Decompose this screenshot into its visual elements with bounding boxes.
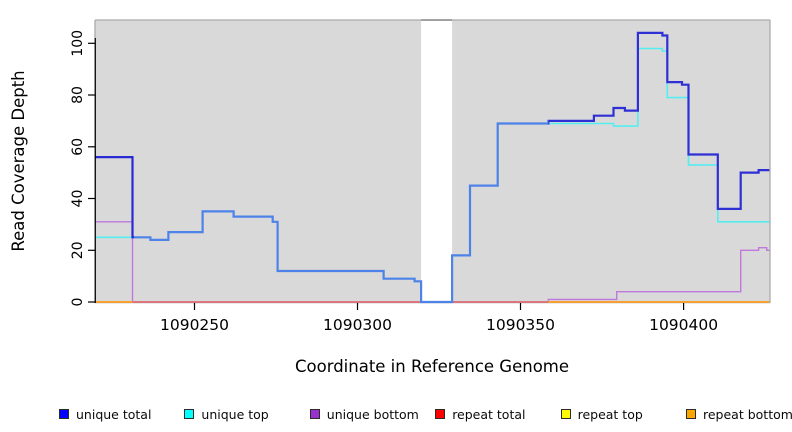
y-axis-tick-label: 0: [70, 298, 86, 307]
series-unique-total-line: [548, 31, 770, 210]
legend-swatch-icon: [560, 409, 571, 419]
x-axis-tick-label: 1090400: [649, 316, 718, 334]
legend-item-label: unique total: [76, 406, 152, 422]
legend-item-repeat-top: repeat top: [560, 406, 643, 422]
legend-item-label: repeat total: [452, 406, 526, 422]
x-axis-tick-label: 1090300: [323, 316, 392, 334]
legend-swatch-icon: [686, 409, 696, 419]
y-axis-title: Read Coverage Depth: [9, 70, 28, 251]
coverage-chart: 0 20 40 60 80 100 1090250 1090300 1090350 1090400…: [9, 19, 771, 376]
legend-swatch-icon: [59, 409, 69, 419]
legend-swatch-icon: [184, 409, 195, 419]
x-axis-tick-label: 1090350: [486, 316, 555, 334]
plot-area: 0 20 40 60 80 100 1090250 1090300 1090350 1090400: [70, 19, 771, 334]
y-axis-tick-label: 100: [70, 30, 86, 57]
legend-swatch-icon: [435, 409, 446, 419]
x-axis-tick-label: 1090250: [160, 316, 229, 334]
legend-item-label: repeat bottom: [703, 406, 792, 422]
masked-gap-region: [421, 20, 453, 304]
legend-item-label: unique top: [201, 406, 269, 422]
legend-item-unique-total: unique total: [59, 406, 152, 422]
legend-item-unique-top: unique top: [184, 406, 269, 422]
legend-item-repeat-total: repeat total: [435, 406, 526, 422]
legend-item-repeat-bottom: repeat bottom: [686, 406, 792, 422]
y-axis-tick-label: 20: [70, 241, 86, 259]
legend-item-label: repeat top: [577, 406, 643, 422]
legend-swatch-icon: [309, 409, 320, 419]
y-axis-tick-label: 40: [70, 190, 86, 208]
y-axis-tick-label: 60: [70, 138, 86, 156]
x-axis-title: Coordinate in Reference Genome: [295, 357, 569, 376]
legend-item-unique-bottom: unique bottom: [309, 406, 419, 422]
series-unique-total-line: [134, 119, 549, 304]
legend-item-label: unique bottom: [326, 406, 419, 422]
y-axis-tick-label: 80: [70, 86, 86, 104]
